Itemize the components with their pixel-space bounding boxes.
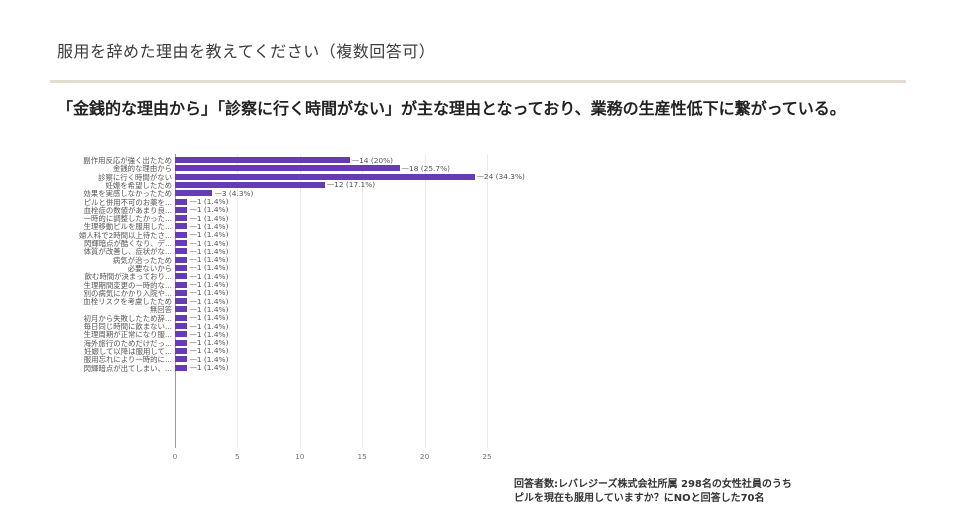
bar	[175, 215, 188, 222]
category-label: 妊娠を希望したため	[105, 180, 172, 190]
value-label: —1 (1.4%)	[189, 263, 229, 273]
value-label: —14 (20%)	[351, 155, 394, 165]
category-label: 必要ないから	[127, 263, 172, 273]
bar	[175, 190, 213, 197]
value-label: —1 (1.4%)	[189, 197, 229, 206]
value-label: —1 (1.4%)	[189, 296, 229, 306]
bar	[175, 347, 188, 354]
value-label: —1 (1.4%)	[189, 255, 229, 265]
bar	[175, 323, 188, 329]
value-label: —1 (1.4%)	[189, 338, 229, 348]
bar	[175, 298, 188, 305]
page-title: 服用を辞めた理由を教えてください（複数回答可）	[57, 42, 436, 61]
bar	[175, 181, 325, 188]
gridline	[362, 154, 364, 448]
value-label: —1 (1.4%)	[189, 354, 229, 364]
category-label: 服用忘れにより一時的に...	[83, 355, 172, 365]
bar	[175, 364, 188, 371]
value-label: —1 (1.4%)	[189, 246, 229, 256]
category-label: 体質が改善し、症状がな...	[83, 247, 172, 257]
headline: 「金銭的な理由から」「診察に行く時間がない」が主な理由となっており、業務の生産性…	[57, 99, 846, 118]
category-label: 診察に行く時間がない	[98, 172, 172, 182]
bar	[175, 281, 188, 288]
x-tick-label: 15	[357, 452, 367, 461]
title-divider	[50, 80, 906, 83]
category-label: 一時的に調整したかった...	[83, 214, 172, 224]
value-label: —18 (25.7%)	[401, 163, 451, 173]
bar	[175, 264, 188, 271]
category-label: 飲む時間が決まっており...	[84, 272, 172, 282]
category-label: 生理移動ピルを服用した...	[83, 222, 172, 232]
respondent-note: 回答者数:レバレジーズ株式会社所属 298名の女性社員のうち ピルを現在も服用し…	[514, 478, 792, 506]
bar	[175, 157, 350, 163]
gridline	[487, 154, 488, 448]
bar	[175, 339, 188, 346]
value-label: —1 (1.4%)	[189, 313, 229, 323]
gridline	[237, 154, 239, 448]
note-line-1: 回答者数:レバレジーズ株式会社所属 298名の女性社員のうち	[514, 479, 792, 490]
bar	[175, 173, 475, 180]
x-tick-label: 25	[482, 452, 492, 461]
category-label: 金銭的な理由から	[112, 164, 172, 174]
category-label: 海外旅行のためだけだっ...	[83, 338, 172, 348]
value-label: —12 (17.1%)	[326, 180, 376, 190]
category-label: 妊娠して以降は服用して...	[84, 346, 172, 356]
category-label: 無回答	[149, 305, 172, 315]
value-label: —1 (1.4%)	[189, 271, 229, 281]
category-label: 生理周期が正常になり服...	[83, 330, 172, 340]
bar	[175, 356, 188, 363]
value-label: —3 (4.3%)	[214, 188, 254, 198]
category-label: 毎日同じ時間に飲まない...	[83, 322, 172, 331]
value-label: —1 (1.4%)	[189, 363, 229, 372]
bar	[175, 256, 188, 263]
value-label: —1 (1.4%)	[189, 346, 229, 356]
bar	[175, 231, 188, 238]
category-label: 病気が治ったため	[112, 255, 172, 265]
note-line-2: ピルを現在も服用していますか？にNOと回答した70名	[514, 493, 765, 504]
category-label: 副作用反応が強く出たため	[83, 156, 172, 165]
category-label: 効果を実感しなかったため	[83, 189, 172, 199]
value-label: —1 (1.4%)	[189, 321, 229, 331]
value-label: —1 (1.4%)	[189, 205, 229, 215]
x-tick-label: 5	[235, 452, 240, 461]
category-label: 婦人科で2時間以上待たさ...	[78, 230, 172, 240]
bar	[175, 165, 400, 172]
category-label: 血栓リスクを考慮したため	[83, 297, 172, 307]
bar	[175, 314, 188, 321]
value-label: —1 (1.4%)	[189, 230, 229, 240]
category-label: ピルと併用不可のお薬を...	[83, 197, 172, 207]
category-label: 別の病気にかかり入院や...	[83, 288, 172, 298]
bar	[175, 306, 188, 313]
gridline	[424, 154, 426, 448]
value-label: —1 (1.4%)	[189, 329, 229, 339]
x-tick-label: 0	[172, 452, 178, 461]
bar-chart: 副作用反応が強く出たため —14 (20%) 金銭的な理由から —18 (25.7%)…	[0, 150, 560, 470]
bar	[175, 198, 188, 205]
category-label: 閃輝暗点が出てしまい、...	[83, 363, 172, 373]
bar	[175, 223, 188, 230]
category-label: 血栓症の数値があまり良...	[83, 205, 172, 215]
bar	[175, 206, 188, 213]
x-tick-label: 10	[295, 452, 305, 461]
value-label: —1 (1.4%)	[189, 280, 229, 289]
bar	[175, 331, 188, 338]
value-label: —1 (1.4%)	[189, 213, 229, 223]
value-label: —1 (1.4%)	[189, 304, 229, 314]
value-label: —1 (1.4%)	[189, 288, 229, 298]
bar	[175, 248, 188, 255]
x-tick-label: 20	[419, 452, 430, 461]
gridline	[299, 154, 301, 448]
category-label: 初月から失敗したため辞...	[83, 313, 172, 323]
bar	[175, 289, 188, 296]
bar	[175, 273, 188, 280]
value-label: —1 (1.4%)	[189, 221, 229, 231]
bar	[175, 240, 188, 246]
value-label: —24 (34.3%)	[476, 172, 525, 182]
category-label: 生理期間変更の一時的な...	[83, 280, 172, 290]
value-label: —1 (1.4%)	[189, 238, 229, 248]
category-label: 閃輝暗点が酷くなり、デ...	[83, 239, 172, 248]
